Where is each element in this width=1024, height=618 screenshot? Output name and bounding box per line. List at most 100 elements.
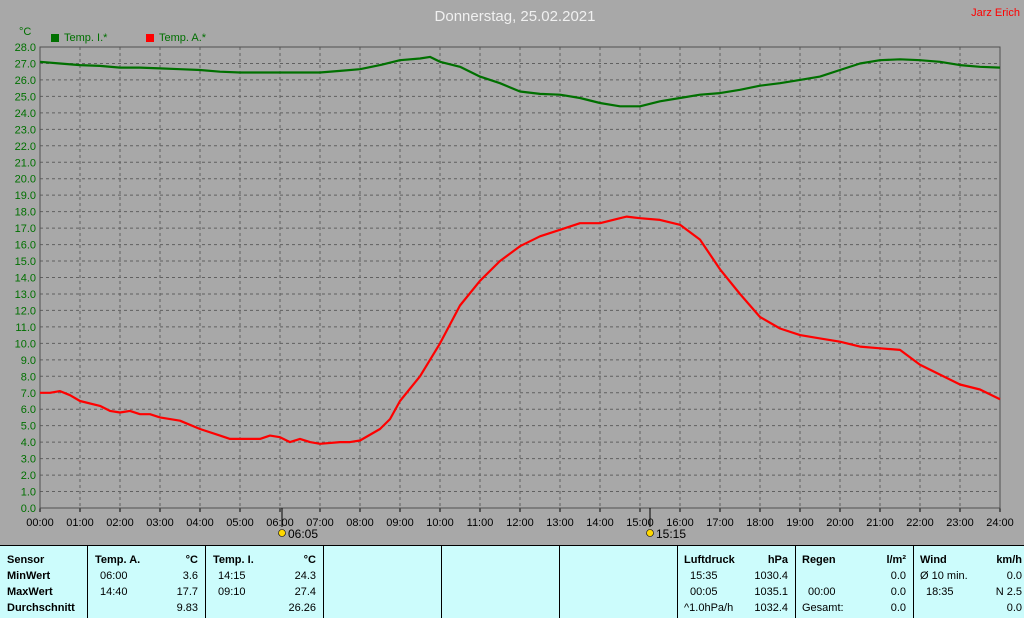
x-tick-label: 14:00 <box>586 517 614 529</box>
avg-row-label: Durchschnitt <box>7 602 75 614</box>
x-tick-label: 22:00 <box>906 517 934 529</box>
col-temp-a: Temp. A. °C 06:00 3.6 14:40 17.7 9.83 <box>88 546 206 618</box>
statistics-table: Sensor MinWert MaxWert Durchschnitt Temp… <box>0 545 1024 618</box>
y-tick-label: 10.0 <box>15 338 36 350</box>
wind-avg-value: 0.0 <box>1006 570 1022 582</box>
col-sensor: Sensor MinWert MaxWert Durchschnitt <box>0 546 88 618</box>
y-tick-label: 20.0 <box>15 174 36 186</box>
temp-i-avg-value: 26.26 <box>288 602 316 614</box>
x-tick-label: 12:00 <box>506 517 534 529</box>
y-tick-label: 28.0 <box>15 42 36 54</box>
y-tick-label: 7.0 <box>21 388 36 400</box>
x-tick-label: 13:00 <box>546 517 574 529</box>
x-tick-label: 01:00 <box>66 517 94 529</box>
pressure-min-time: 15:35 <box>690 570 718 582</box>
temp-a-max-time: 14:40 <box>100 586 128 598</box>
col-wind: Wind km/h Ø 10 min. 0.0 18:35 N 2.5 0.0 <box>914 546 1024 618</box>
chart-title: Donnerstag, 25.02.2021 <box>435 8 596 25</box>
y-tick-label: 26.0 <box>15 75 36 87</box>
x-tick-label: 18:00 <box>746 517 774 529</box>
y-tick-label: 3.0 <box>21 454 36 466</box>
chart-background <box>0 0 1024 545</box>
series-line-temp-i <box>39 55 1001 108</box>
x-tick-label: 24:00 <box>986 517 1014 529</box>
pressure-trend-value: 1032.4 <box>754 602 788 614</box>
x-tick-label: 03:00 <box>146 517 174 529</box>
x-tick-label: 10:00 <box>426 517 454 529</box>
pressure-max-time: 00:05 <box>690 586 718 598</box>
x-tick-label: 20:00 <box>826 517 854 529</box>
rain-row2-time: 00:00 <box>808 586 836 598</box>
col-rain: Regen l/m² 0.0 00:00 0.0 Gesamt: 0.0 <box>796 546 914 618</box>
sunset-marker: 15:15 <box>646 508 686 541</box>
rain-row1-value: 0.0 <box>890 570 906 582</box>
plot-frame <box>39 46 1001 509</box>
x-tick-label: 15:00 <box>626 517 654 529</box>
rain-total-value: 0.0 <box>890 602 906 614</box>
temp-i-min-time: 14:15 <box>218 570 246 582</box>
wind-max-value: N 2.5 <box>995 586 1022 598</box>
col-empty-2 <box>442 546 560 618</box>
sun-icon <box>278 529 286 537</box>
temp-i-unit: °C <box>303 554 316 566</box>
y-tick-label: 25.0 <box>15 91 36 103</box>
x-tick-label: 16:00 <box>666 517 694 529</box>
temp-a-header: Temp. A. <box>95 554 141 566</box>
y-tick-label: 4.0 <box>21 437 36 449</box>
min-row-label: MinWert <box>7 570 51 582</box>
sunrise-marker: 06:05 <box>278 508 318 541</box>
x-axis: 00:00 01:00 02:00 03:00 04:00 05:00 06:00 07:00… <box>26 508 1014 529</box>
x-tick-label: 11:00 <box>467 517 494 529</box>
y-tick-label: 21.0 <box>15 157 36 169</box>
x-tick-label: 00:00 <box>26 517 54 529</box>
pressure-min-value: 1030.4 <box>754 570 788 582</box>
rain-header: Regen <box>802 554 836 566</box>
legend-label-temp-i: Temp. I.* <box>64 32 108 44</box>
y-tick-label: 19.0 <box>15 190 36 202</box>
temp-i-min-value: 24.3 <box>294 570 316 582</box>
x-tick-label: 21:00 <box>866 517 894 529</box>
sun-icon <box>646 529 654 537</box>
y-tick-label: 24.0 <box>15 108 36 120</box>
y-tick-label: 13.0 <box>15 289 36 301</box>
sunrise-time: 06:05 <box>288 527 318 541</box>
y-tick-label: 22.0 <box>15 141 36 153</box>
author-label: Jarz Erich <box>971 7 1020 19</box>
temp-a-min-time: 06:00 <box>100 570 128 582</box>
grid <box>40 47 1000 508</box>
rain-total-label: Gesamt: <box>802 602 844 614</box>
y-tick-label: 12.0 <box>15 305 36 317</box>
x-tick-label: 19:00 <box>786 517 814 529</box>
col-empty-1 <box>324 546 442 618</box>
wind-header: Wind <box>920 554 947 566</box>
y-tick-label: 15.0 <box>15 256 36 268</box>
y-tick-label: 27.0 <box>15 58 36 70</box>
max-row-label: MaxWert <box>7 586 53 598</box>
series-lines <box>39 55 1001 445</box>
legend-label-temp-a: Temp. A.* <box>159 32 207 44</box>
y-tick-label: 23.0 <box>15 124 36 136</box>
x-tick-label: 07:00 <box>306 517 334 529</box>
temp-i-max-value: 27.4 <box>294 586 316 598</box>
y-tick-label: 5.0 <box>21 421 36 433</box>
x-tick-label: 06:00 <box>266 517 294 529</box>
col-pressure: Luftdruck hPa 15:35 1030.4 00:05 1035.1 … <box>678 546 796 618</box>
y-axis: 0.0 1.0 2.0 3.0 4.0 5.0 6.0 7.0 8.0 9.0 10.0 11.0 12… <box>15 42 36 515</box>
sensor-header: Sensor <box>7 554 45 566</box>
temp-i-max-time: 09:10 <box>218 586 246 598</box>
y-tick-label: 16.0 <box>15 240 36 252</box>
temp-a-min-value: 3.6 <box>182 570 198 582</box>
legend-swatch-temp-a <box>146 34 154 42</box>
legend-swatch-temp-i <box>51 34 59 42</box>
pressure-header: Luftdruck <box>684 554 735 566</box>
y-tick-label: 14.0 <box>15 273 36 285</box>
x-tick-label: 02:00 <box>106 517 134 529</box>
x-tick-label: 05:00 <box>226 517 254 529</box>
y-tick-label: 2.0 <box>21 470 36 482</box>
y-tick-label: 8.0 <box>21 371 36 383</box>
y-tick-label: 17.0 <box>15 223 36 235</box>
y-unit-label: °C <box>19 26 31 38</box>
y-tick-label: 1.0 <box>21 487 36 499</box>
x-tick-label: 04:00 <box>186 517 214 529</box>
series-line-temp-a <box>40 215 1001 445</box>
